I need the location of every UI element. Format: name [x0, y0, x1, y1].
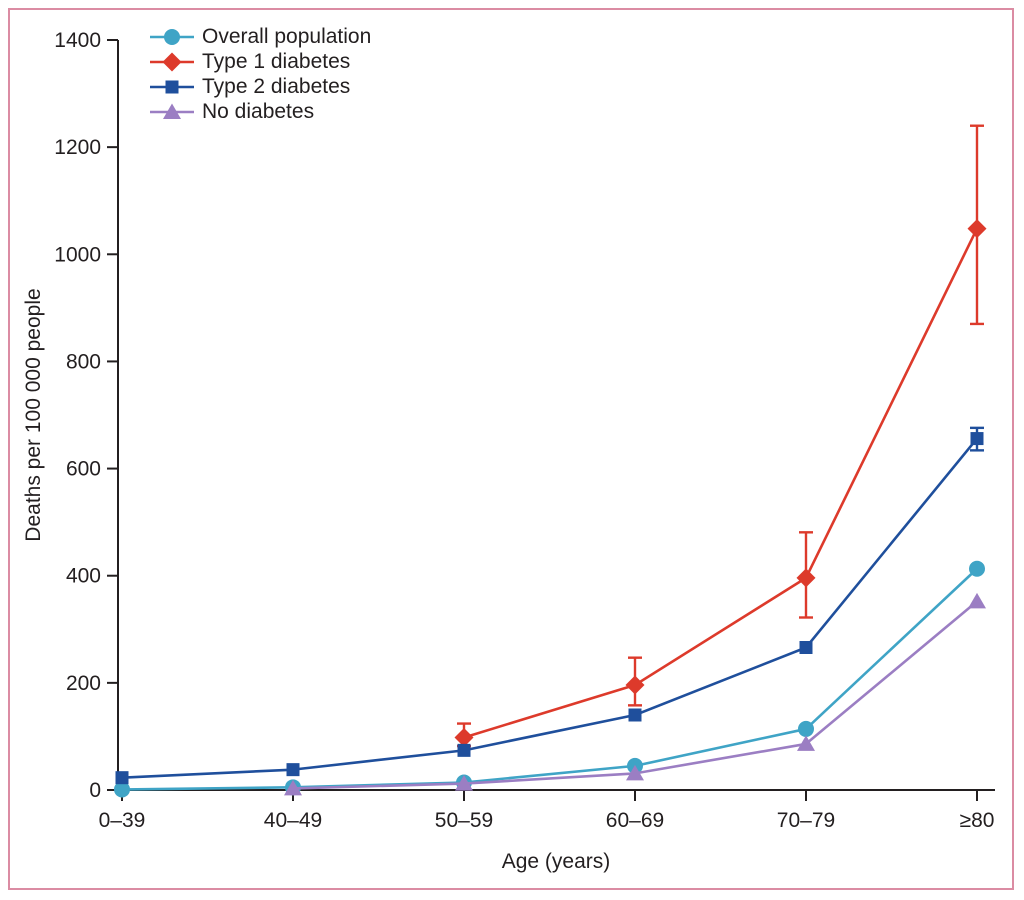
marker-type-1-diabetes-4 — [796, 568, 816, 588]
marker-type-2-diabetes-5 — [970, 432, 984, 446]
series-no-diabetes — [284, 592, 986, 796]
marker-no-diabetes-1 — [284, 779, 302, 796]
y-tick-label: 1200 — [54, 136, 101, 159]
legend-marker — [163, 103, 181, 119]
marker-type-2-diabetes-3 — [628, 708, 642, 722]
marker-overall-population-5 — [969, 560, 985, 577]
marker-type-2-diabetes-4 — [799, 641, 813, 654]
y-tick-label: 800 — [66, 350, 101, 373]
x-tick-label: 70–79 — [777, 809, 835, 832]
y-tick-label: 1400 — [54, 29, 101, 52]
legend-marker — [164, 28, 180, 45]
series-overall-population — [114, 560, 985, 798]
marker-overall-population-0 — [114, 781, 130, 798]
marker-no-diabetes-2 — [455, 775, 473, 791]
legend: Overall population Type 1 diabetes Type 2 … — [150, 24, 371, 124]
legend-label: Type 2 diabetes — [202, 74, 351, 98]
legend-label: Overall population — [202, 24, 372, 48]
x-tick-label: 0–39 — [99, 809, 146, 832]
x-tick-label: 60–69 — [606, 809, 664, 832]
marker-no-diabetes-4 — [797, 735, 815, 751]
x-axis-title: Age (years) — [501, 850, 611, 873]
marker-type-1-diabetes-2 — [454, 728, 474, 747]
series-line-type-2-diabetes — [121, 437, 979, 779]
legend-item-type-2-diabetes: Type 2 diabetes — [150, 74, 371, 99]
y-axis-title: Deaths per 100 000 people — [22, 288, 45, 542]
marker-type-2-diabetes-1 — [286, 763, 300, 777]
series-line-type-1-diabetes — [463, 227, 979, 739]
marker-no-diabetes-3 — [626, 764, 644, 781]
x-tick-label: ≥80 — [960, 809, 995, 832]
square-marker-icon — [150, 80, 194, 93]
marker-type-2-diabetes-2 — [457, 743, 471, 757]
marker-no-diabetes-5 — [968, 592, 986, 609]
x-tick-label: 40–49 — [264, 809, 322, 832]
legend-item-overall-population: Overall population — [150, 24, 371, 49]
marker-type-1-diabetes-3 — [625, 675, 645, 695]
triangle-marker-icon — [150, 103, 194, 119]
series-line-overall-population — [121, 567, 978, 791]
y-tick-label: 600 — [66, 458, 101, 481]
marker-type-2-diabetes-0 — [115, 771, 129, 785]
series-type-1-diabetes — [454, 124, 987, 748]
x-tick-label: 50–59 — [435, 809, 493, 832]
diamond-marker-icon — [150, 52, 194, 71]
y-tick-label: 0 — [89, 779, 101, 802]
legend-label: No diabetes — [202, 99, 315, 123]
marker-overall-population-4 — [798, 720, 814, 737]
y-tick-label: 1000 — [54, 243, 101, 266]
series-type-2-diabetes — [115, 426, 984, 785]
legend-marker — [165, 80, 179, 93]
marker-type-1-diabetes-5 — [967, 219, 987, 239]
legend-item-type-1-diabetes: Type 1 diabetes — [150, 49, 371, 74]
legend-marker — [162, 52, 182, 71]
legend-item-no-diabetes: No diabetes — [150, 99, 371, 124]
circle-marker-icon — [150, 28, 194, 45]
y-tick-label: 200 — [66, 672, 101, 695]
y-tick-label: 400 — [66, 565, 101, 588]
legend-label: Type 1 diabetes — [202, 49, 351, 73]
